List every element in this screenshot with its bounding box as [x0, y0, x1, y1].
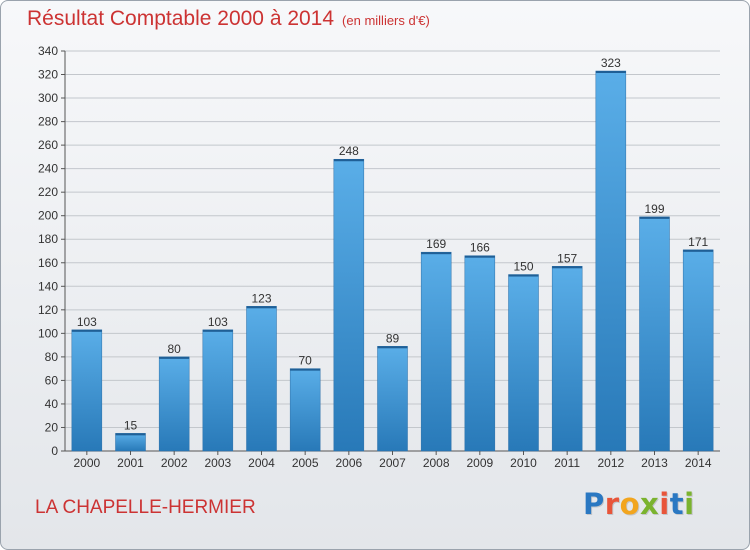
x-tick-label: 2006 — [335, 456, 362, 470]
logo-letter: x — [640, 487, 660, 521]
logo-letter: i — [684, 487, 695, 521]
x-tick-label: 2011 — [554, 456, 580, 470]
bar — [508, 274, 539, 452]
y-tick-label: 140 — [38, 279, 58, 293]
logo-letter: t — [669, 487, 685, 521]
data-label: 123 — [251, 291, 271, 305]
y-tick-label: 120 — [38, 303, 58, 317]
y-tick-label: 200 — [38, 209, 58, 223]
bar-cap — [683, 249, 714, 252]
y-tick-label: 20 — [45, 420, 59, 434]
x-tick-label: 2010 — [510, 456, 537, 470]
bar-cap — [71, 329, 102, 332]
data-label: 103 — [77, 315, 97, 329]
y-tick-label: 80 — [45, 350, 59, 364]
y-tick-label: 280 — [38, 115, 58, 129]
y-tick-label: 180 — [38, 232, 58, 246]
bar-cap — [246, 306, 277, 309]
logo-letter: i — [659, 487, 670, 521]
bar — [202, 329, 234, 452]
bar-cap — [508, 274, 539, 277]
data-label: 171 — [688, 235, 708, 249]
data-label: 89 — [386, 331, 400, 345]
logo-letter: o — [619, 487, 641, 521]
data-label: 323 — [601, 56, 621, 70]
bar — [246, 306, 277, 452]
proxiti-logo: Proxiti — [583, 487, 695, 521]
bar-cap — [202, 329, 233, 332]
bar — [289, 368, 321, 452]
x-tick-label: 2002 — [161, 456, 188, 470]
bar-cap — [595, 71, 626, 73]
bar — [333, 158, 365, 452]
data-label: 103 — [208, 315, 228, 329]
bar — [464, 255, 496, 452]
data-label: 70 — [298, 354, 312, 368]
data-label: 199 — [644, 202, 664, 216]
commune-name: LA CHAPELLE-HERMIER — [35, 497, 256, 518]
bar — [639, 216, 670, 452]
data-label: 157 — [557, 251, 577, 265]
x-tick-label: 2008 — [423, 456, 450, 470]
bar — [682, 249, 714, 452]
y-tick-label: 100 — [38, 326, 58, 340]
x-tick-label: 2007 — [379, 456, 406, 470]
y-tick-label: 160 — [38, 256, 58, 270]
chart-title-row: Résultat Comptable 2000 à 2014 (en millie… — [27, 7, 430, 31]
bar-cap — [159, 356, 190, 359]
y-tick-label: 240 — [38, 162, 58, 176]
data-label: 166 — [470, 241, 490, 255]
data-label: 150 — [513, 260, 533, 274]
bar — [551, 266, 583, 452]
x-tick-label: 2005 — [292, 456, 319, 470]
y-tick-label: 220 — [38, 185, 58, 199]
x-tick-label: 2003 — [204, 456, 231, 470]
logo-letter: P — [583, 487, 605, 521]
bar — [595, 70, 627, 452]
chart-title: Résultat Comptable 2000 à 2014 — [27, 7, 335, 30]
y-tick-label: 40 — [45, 397, 59, 411]
bar — [71, 329, 103, 452]
x-tick-label: 2001 — [117, 456, 144, 470]
data-label: 169 — [426, 237, 446, 251]
bar — [420, 251, 452, 452]
bar-cap — [552, 266, 583, 269]
x-tick-label: 2000 — [73, 456, 100, 470]
x-tick-label: 2014 — [685, 456, 712, 470]
bar-cap — [464, 255, 495, 258]
y-tick-label: 300 — [38, 91, 58, 105]
logo-letter: r — [604, 487, 620, 521]
y-tick-label: 320 — [38, 68, 58, 82]
bar-cap — [290, 368, 321, 371]
y-tick-label: 0 — [51, 444, 58, 458]
bar — [158, 356, 190, 452]
bar-cap — [333, 159, 364, 162]
x-tick-label: 2013 — [641, 456, 668, 470]
y-tick-label: 260 — [38, 138, 58, 152]
data-label: 80 — [167, 342, 181, 356]
bar-cap — [377, 346, 408, 349]
x-tick-label: 2004 — [248, 456, 275, 470]
bar — [377, 346, 408, 452]
data-label: 248 — [339, 144, 359, 158]
chart-unit: (en milliers d'€) — [342, 13, 430, 28]
bar-cap — [421, 252, 452, 255]
y-tick-label: 60 — [45, 373, 59, 387]
data-label: 15 — [124, 418, 138, 432]
x-tick-label: 2009 — [466, 456, 493, 470]
x-tick-label: 2012 — [597, 456, 624, 470]
y-tick-label: 340 — [38, 44, 58, 58]
bar — [115, 433, 146, 452]
bar-cap — [115, 433, 146, 436]
bar-cap — [639, 216, 670, 219]
